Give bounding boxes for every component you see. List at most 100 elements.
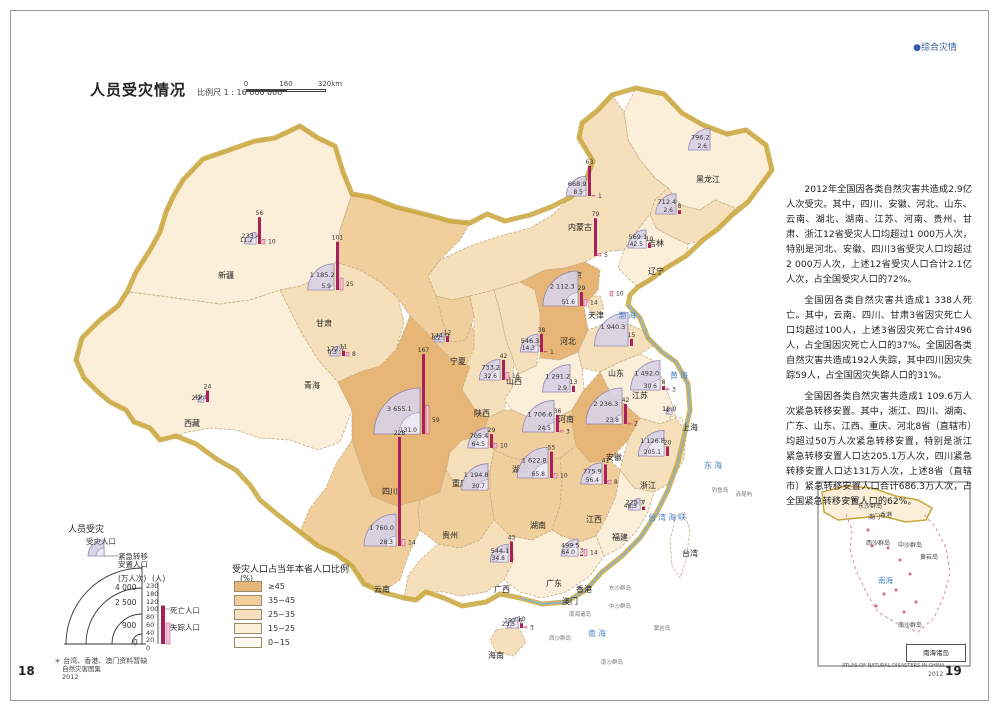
legend-quarter-tick: 2 500 [115, 598, 137, 607]
affected-value: 1 185.2 [310, 271, 335, 279]
evac-value: 28.3 [380, 539, 394, 546]
province-name: 宁夏 [450, 356, 466, 366]
affected-quarter-circle [363, 513, 397, 547]
death-value: 7 [642, 500, 646, 507]
affected-quarter-circle [688, 128, 711, 151]
province-name: 香港 [576, 584, 592, 594]
death-bar [336, 241, 339, 290]
province-青海 [279, 261, 405, 383]
sea-label: 黄海 [670, 370, 690, 380]
missing-bar [505, 372, 510, 381]
island-dot [902, 610, 906, 614]
evac-value: 56.4 [586, 477, 600, 484]
province-name: 天津 [588, 310, 604, 320]
affected-quarter-circle [594, 312, 629, 347]
missing-bar [493, 443, 498, 449]
inset-credit: ATLAS OF NATURAL DISASTERS IN CHINA [842, 663, 945, 669]
evacuated-quarter-circle [496, 550, 509, 563]
evacuated-quarter-circle [612, 414, 623, 425]
inset-island-label: 东沙群岛 [858, 503, 883, 510]
affected-value: 569.1 [629, 233, 648, 241]
affected-value: 1 194.8 [464, 471, 489, 479]
death-bar [540, 333, 543, 352]
death-bar [580, 292, 583, 306]
legend-missing-label: 失踪人口 [170, 623, 200, 632]
legend-ratio-title: 受灾人口占当年本省人口比例 [232, 565, 350, 575]
affected-value: 705.4 [470, 432, 489, 440]
legend-bar-tick: 80 [146, 613, 155, 621]
missing-value: 14 [408, 540, 416, 547]
evac-value: 64.5 [472, 441, 486, 448]
evac-value: 2.6 [697, 143, 707, 150]
death-bar [580, 554, 583, 556]
evacuated-quarter-circle [564, 292, 579, 307]
evacuated-quarter-circle [249, 237, 257, 245]
province-name: 海南 [488, 650, 504, 660]
legend-quarter-ring [65, 567, 143, 645]
inset-island-label: 澳门 [868, 514, 881, 521]
legend-bar-tick: 100 [146, 605, 159, 614]
death-value: 63 [586, 159, 594, 166]
inset-island-label: 黄岩岛 [920, 554, 939, 561]
island-dot [866, 528, 870, 532]
page-title: 人员受灾情况 [90, 81, 187, 99]
island-dot [874, 604, 878, 608]
missing-bar [345, 351, 350, 357]
evacuated-quarter-circle [473, 433, 489, 449]
province-symbol: 569.142.510 辽宁 [627, 229, 664, 276]
missing-value: 25 [346, 281, 354, 288]
inset-island-label: 西沙群岛 [866, 540, 891, 547]
affected-quarter-circle [542, 364, 571, 393]
legend-quarter-ring [85, 587, 143, 645]
legend-ratio-row: 15~25 [234, 623, 295, 634]
evac-value: 30.6 [644, 383, 658, 390]
death-bar [624, 403, 627, 424]
evacuated-quarter-circle [565, 543, 579, 557]
affected-value: 1 622.8 [522, 457, 547, 465]
death-bar [556, 414, 559, 432]
inset-island-label: 南沙群岛 [898, 622, 923, 629]
affected-value: 499.5 [561, 541, 580, 549]
death-value: 12 [444, 329, 452, 336]
evacuated-quarter-circle [440, 338, 445, 343]
legend-bar-tick: 40 [146, 628, 155, 637]
affected-value: 225.7 [626, 498, 645, 506]
province-symbol: 144.00.212 宁夏 [431, 329, 466, 366]
death-bar [666, 446, 669, 456]
missing-value: 10 [500, 443, 508, 450]
island-dot [870, 544, 874, 548]
affected-value: 2 236.3 [593, 400, 618, 408]
death-value: 42 [622, 397, 630, 404]
affected-value: 1 940.3 [601, 323, 626, 331]
death-value: 101 [332, 235, 344, 242]
inset-mainland [821, 485, 933, 523]
missing-value: 1 [598, 193, 602, 200]
evac-value: 4 [665, 407, 669, 414]
affected-quarter-circle [522, 400, 555, 433]
page-number-right: 19 [945, 664, 962, 678]
province-symbol: 499.564.0 3 14 广东 [546, 538, 598, 588]
evacuated-quarter-circle [580, 190, 587, 197]
inset-nine-dash-line [845, 513, 951, 633]
island-label: 黄岩岛 [654, 624, 671, 632]
legend-missing-bar [165, 622, 171, 645]
island-dot [886, 546, 890, 550]
legend-ratio-swatch [234, 609, 262, 620]
province-name: 山西 [506, 376, 522, 386]
evacuated-quarter-circle [477, 479, 489, 491]
legend-bar-tick: 180 [146, 589, 159, 598]
missing-value: 2 [634, 421, 638, 428]
evac-value: 0.2 [431, 335, 441, 342]
scale-tick: 0 [243, 80, 249, 88]
death-bar [588, 165, 591, 196]
island-dot [914, 600, 918, 604]
missing-value: 10 [268, 239, 276, 246]
evac-value: 2.6 [663, 207, 673, 214]
missing-value: 5 [604, 252, 608, 259]
missing-bar [559, 430, 564, 433]
legend-ratio-label: ≥45 [268, 582, 285, 591]
province-name: 西藏 [184, 418, 200, 428]
death-value: 29 [578, 285, 586, 292]
sea-label: 南海 [588, 628, 608, 638]
province-symbol: 1 492.0 30.6 83 江苏 [630, 360, 676, 400]
